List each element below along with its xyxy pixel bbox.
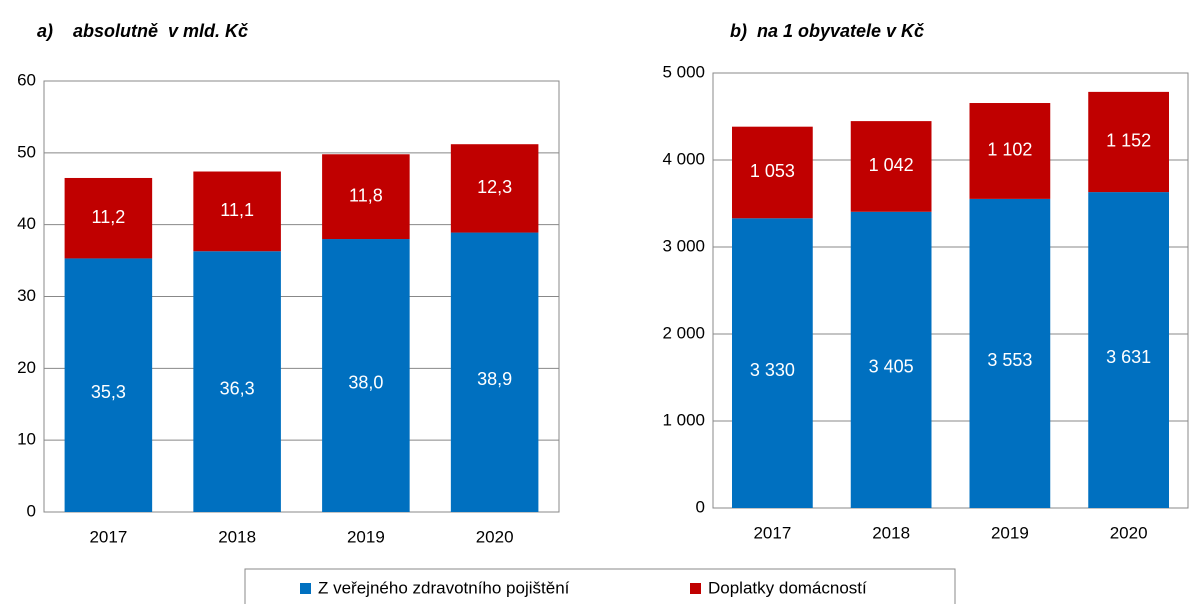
bar-segment	[969, 198, 1051, 508]
data-label: 1 102	[987, 140, 1032, 160]
y-tick-label: 40	[17, 214, 36, 233]
bar-segment	[732, 126, 813, 219]
data-label: 11,8	[349, 185, 383, 205]
chart-title: b) na 1 obyvatele v Kč	[730, 21, 924, 41]
legend-swatch	[690, 583, 701, 594]
x-tick-label: 2018	[218, 527, 256, 546]
y-tick-label: 60	[17, 70, 36, 89]
chart-title: a) absolutně v mld. Kč	[37, 21, 248, 41]
legend-swatch	[300, 583, 311, 594]
y-tick-label: 30	[17, 286, 36, 305]
x-tick-label: 2019	[347, 527, 385, 546]
data-label: 38,0	[348, 372, 383, 392]
y-tick-label: 4 000	[662, 149, 705, 168]
bar-segment	[732, 218, 813, 509]
y-tick-label: 1 000	[662, 410, 705, 429]
data-label: 1 053	[750, 161, 795, 181]
data-label: 1 042	[869, 155, 914, 175]
legend-label: Z veřejného zdravotního pojištění	[318, 578, 570, 597]
x-tick-label: 2017	[753, 523, 791, 542]
x-tick-label: 2019	[991, 523, 1029, 542]
bar-segment	[1088, 192, 1169, 508]
y-tick-label: 50	[17, 142, 36, 161]
y-tick-label: 20	[17, 358, 36, 377]
x-tick-label: 2020	[1110, 523, 1148, 542]
bar-segment	[193, 171, 281, 252]
data-label: 11,2	[92, 207, 126, 227]
data-label: 35,3	[91, 382, 126, 402]
bar-segment	[850, 121, 932, 212]
legend-label: Doplatky domácností	[708, 578, 867, 597]
x-tick-label: 2020	[476, 527, 514, 546]
x-tick-label: 2017	[89, 527, 127, 546]
data-label: 3 631	[1106, 347, 1151, 367]
bar-segment	[193, 251, 281, 512]
y-tick-label: 5 000	[662, 62, 705, 81]
bar-segment	[64, 177, 153, 259]
bar-segment	[322, 239, 410, 513]
bar-segment	[450, 232, 539, 512]
data-label: 38,9	[477, 369, 512, 389]
data-label: 3 330	[750, 360, 795, 380]
legend	[244, 568, 956, 604]
bar-segment	[850, 211, 932, 508]
y-tick-label: 10	[17, 430, 36, 449]
data-label: 12,3	[477, 177, 512, 197]
data-label: 3 553	[987, 350, 1032, 370]
bar-segment	[1088, 91, 1169, 193]
data-label: 11,1	[220, 200, 254, 220]
bar-segment	[322, 154, 410, 240]
bar-segment	[64, 258, 153, 512]
x-tick-label: 2018	[872, 523, 910, 542]
data-label: 1 152	[1106, 131, 1151, 151]
bar-segment	[450, 144, 539, 233]
data-label: 36,3	[220, 378, 255, 398]
y-tick-label: 0	[27, 501, 36, 520]
y-tick-label: 0	[696, 497, 705, 516]
bar-segment	[969, 103, 1051, 199]
data-label: 3 405	[869, 357, 914, 377]
y-tick-label: 3 000	[662, 236, 705, 255]
y-tick-label: 2 000	[662, 323, 705, 342]
